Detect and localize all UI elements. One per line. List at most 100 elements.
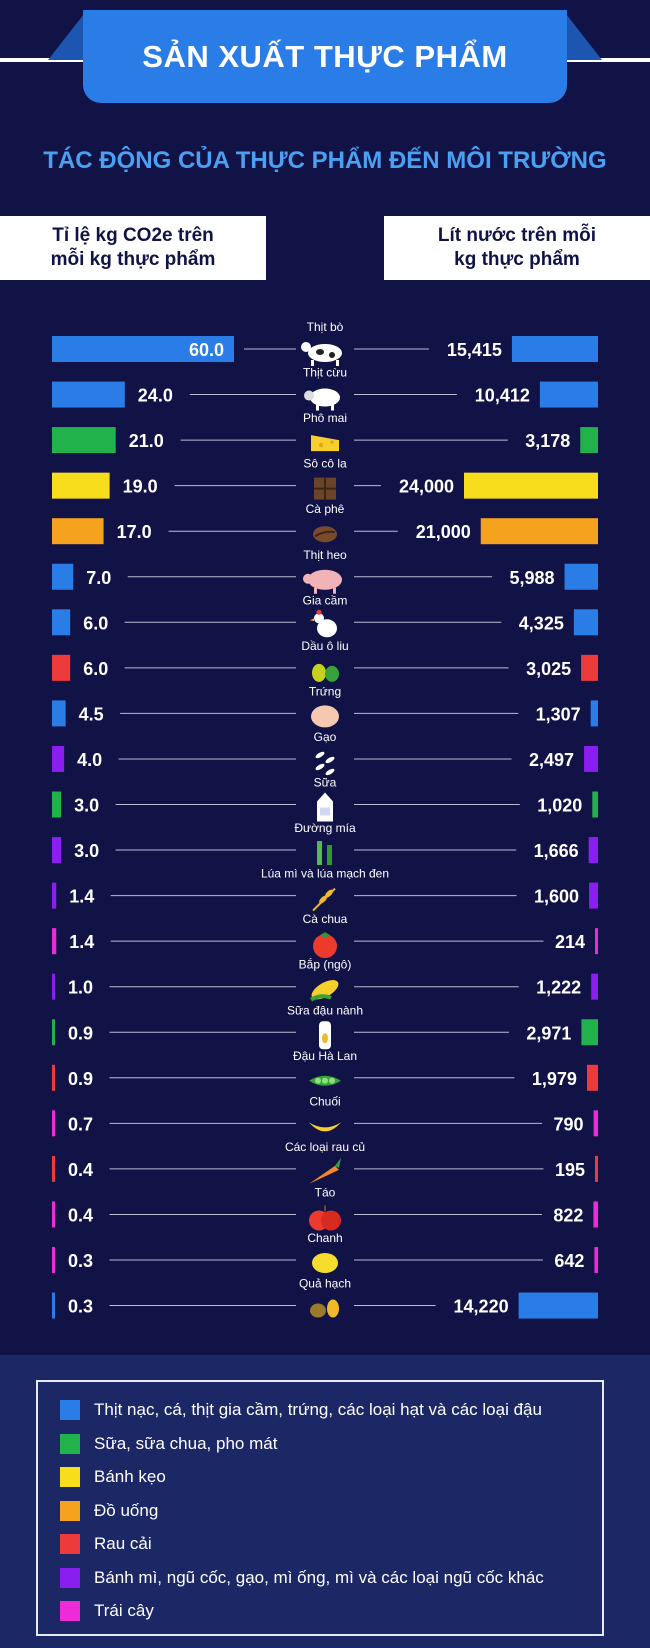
legend-label: Bánh kẹo [94, 1467, 166, 1486]
chart-subtitle: TÁC ĐỘNG CỦA THỰC PHẨM ĐẾN MÔI TRƯỜNG [43, 147, 607, 174]
water-bar [480, 518, 598, 545]
title-rule-right [566, 58, 650, 62]
food-name-label: Các loại rau củ [285, 1140, 365, 1154]
corn-icon [311, 980, 339, 1000]
title-ribbon-left [48, 14, 84, 60]
cheese-icon [319, 443, 323, 448]
cow-icon [301, 342, 311, 352]
sheep-icon [304, 388, 340, 411]
rice-icon [325, 756, 335, 764]
corn-icon [309, 994, 332, 1002]
chart-row: 4.5 1,307 Trứng [52, 684, 598, 728]
rice-icon [315, 751, 335, 776]
water-value-label: 790 [554, 1114, 584, 1134]
co2-bar [52, 745, 65, 772]
milk-carton-icon [317, 792, 333, 822]
food-name-label: Cà chua [303, 912, 348, 926]
water-value-label: 1,020 [537, 796, 582, 816]
apple-icon [324, 1205, 326, 1212]
soy-milk-icon [319, 1021, 331, 1050]
legend-label: Bánh mì, ngũ cốc, gạo, mì ống, mì và các… [94, 1567, 544, 1587]
chart-row: 0.9 1,979 Đậu Hà Lan [52, 1049, 598, 1091]
co2-value-label: 24.0 [138, 386, 173, 406]
lemon-icon [312, 1253, 338, 1273]
co2-bar [52, 837, 62, 864]
pig-icon [308, 569, 342, 590]
banana-icon [309, 1122, 341, 1132]
co2-value-label: 0.4 [68, 1205, 93, 1225]
rice-icon [325, 768, 335, 776]
co2-bar [52, 791, 62, 818]
title-banner: SẢN XUẤT THỰC PHẨM [83, 10, 567, 103]
cow-icon [336, 360, 339, 366]
co2-bar [52, 1019, 55, 1046]
co2-value-label: 4.5 [79, 704, 104, 724]
water-value-label: 21,000 [416, 522, 471, 542]
chart-row: 0.9 2,971 Sữa đậu nành [52, 1003, 598, 1050]
cow-icon [301, 342, 342, 366]
water-value-label: 1,666 [534, 841, 579, 861]
co2-bar [52, 381, 125, 408]
food-name-label: Sữa đậu nành [287, 1003, 363, 1017]
title-ribbon-right [566, 14, 602, 60]
co2-bar [52, 472, 110, 499]
legend-item: Sữa, sữa chua, pho mát [60, 1430, 277, 1458]
right-header-line1: Lít nước trên mỗi [437, 225, 597, 246]
food-name-label: Sô cô la [303, 457, 347, 471]
chart-row: 0.4 822 Táo [52, 1185, 598, 1231]
food-name-label: Đậu Hà Lan [293, 1049, 357, 1063]
chart-row: 3.0 1,020 Sữa [52, 776, 598, 822]
legend-label: Đồ uống [94, 1500, 159, 1520]
food-name-label: Gạo [314, 730, 337, 744]
cow-icon [316, 349, 324, 355]
milk-carton-icon [320, 807, 330, 816]
food-name-label: Chuối [309, 1094, 340, 1108]
tomato-icon [313, 934, 337, 959]
sheep-icon [331, 404, 334, 411]
sugarcane-icon [317, 841, 332, 866]
legend-item: Thịt nạc, cá, thịt gia cầm, trứng, các l… [60, 1396, 542, 1424]
legend-background [0, 1355, 650, 1648]
water-bar [595, 1155, 598, 1182]
water-bar [591, 973, 598, 1000]
food-name-label: Đường mía [294, 821, 356, 835]
apple-icon [309, 1205, 341, 1231]
legend-label: Thịt nạc, cá, thịt gia cầm, trứng, các l… [94, 1400, 542, 1419]
co2-value-label: 0.7 [68, 1114, 93, 1134]
legend-item: Trái cây [60, 1597, 154, 1625]
chart-row: 6.0 4,325 Gia cầm [52, 593, 598, 638]
sheep-icon [310, 388, 340, 407]
co2-bar [52, 882, 57, 909]
water-value-label: 2,971 [526, 1023, 571, 1043]
chart-row: 1.4 1,600 Lúa mì và lúa mạch đen [52, 867, 598, 912]
tomato-icon [320, 932, 330, 939]
water-bar [594, 1247, 598, 1273]
food-name-label: Dầu ô liu [301, 639, 348, 653]
food-name-label: Quả hạch [299, 1277, 351, 1291]
food-name-label: Táo [315, 1185, 336, 1199]
pig-icon [303, 569, 342, 594]
coffee-bean-icon [313, 526, 337, 543]
left-header-line2: mỗi kg thực phẩm [50, 249, 216, 270]
water-bar [584, 745, 598, 772]
food-name-label: Lúa mì và lúa mạch đen [261, 867, 389, 881]
carrot-icon [309, 1157, 341, 1184]
food-name-label: Thịt bò [307, 320, 344, 334]
water-bar [592, 791, 598, 818]
corn-icon [309, 980, 339, 1002]
legend-swatch [60, 1467, 80, 1487]
water-bar [588, 837, 598, 864]
co2-bar [52, 973, 56, 1000]
chart-row: 4.0 2,497 Gạo [52, 730, 598, 776]
peas-icon [315, 1077, 321, 1084]
chart-row: 19.0 24,000 Sô cô la [52, 457, 598, 500]
chart-row: 0.7 790 Chuối [52, 1094, 598, 1137]
butterfly-bar-chart: 60.0 15,415 Thịt bò 24.0 10,412 Thịt cừu 21.0 3… [52, 320, 598, 1319]
chart-row: 0.4 195 Các loại rau củ [52, 1140, 598, 1184]
olive-icon [312, 663, 326, 682]
co2-value-label: 60.0 [189, 340, 224, 360]
olive-icon [312, 663, 339, 682]
egg-icon [311, 705, 339, 728]
water-value-label: 4,325 [519, 613, 564, 633]
left-column-header: Tỉ lệ kg CO2e trên mỗi kg thực phẩm [0, 216, 266, 280]
